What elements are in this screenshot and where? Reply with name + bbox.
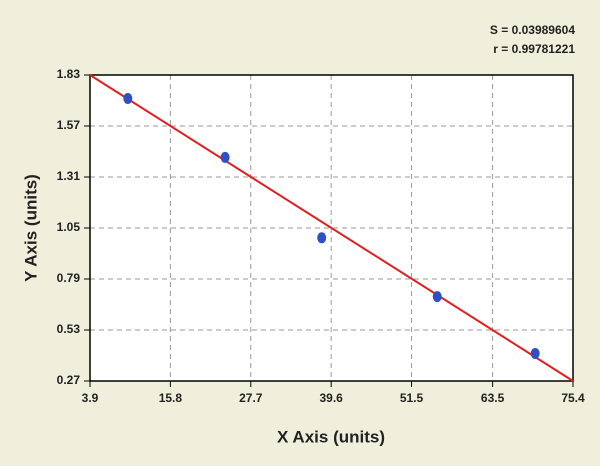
point	[123, 93, 133, 105]
y-tick-label: 1.83	[57, 67, 81, 81]
y-tick-label: 0.27	[57, 373, 81, 387]
x-tick-label: 3.9	[82, 391, 99, 405]
y-tick-label: 1.57	[57, 118, 81, 132]
x-tick-label: 39.6	[319, 391, 343, 405]
x-tick-label: 27.7	[239, 391, 263, 405]
point	[220, 151, 230, 163]
y-tick-label: 1.05	[57, 220, 81, 234]
y-tick-label: 0.79	[57, 271, 81, 285]
point	[530, 348, 540, 360]
plot-border	[89, 74, 574, 382]
y-tick-label: 0.53	[57, 322, 81, 336]
point	[432, 291, 442, 303]
fit-line	[89, 74, 574, 382]
point	[317, 232, 327, 244]
y-tick-label: 1.31	[57, 169, 81, 183]
x-tick-label: 51.5	[400, 391, 424, 405]
annotation: S = 0.03989604	[490, 23, 575, 37]
y-axis-label: Y Axis (units)	[21, 174, 40, 282]
annotation: r = 0.99781221	[493, 42, 575, 56]
x-tick-label: 15.8	[159, 391, 183, 405]
x-tick-label: 63.5	[481, 391, 505, 405]
x-tick-label: 75.4	[561, 391, 585, 405]
x-axis-label: X Axis (units)	[277, 427, 385, 446]
